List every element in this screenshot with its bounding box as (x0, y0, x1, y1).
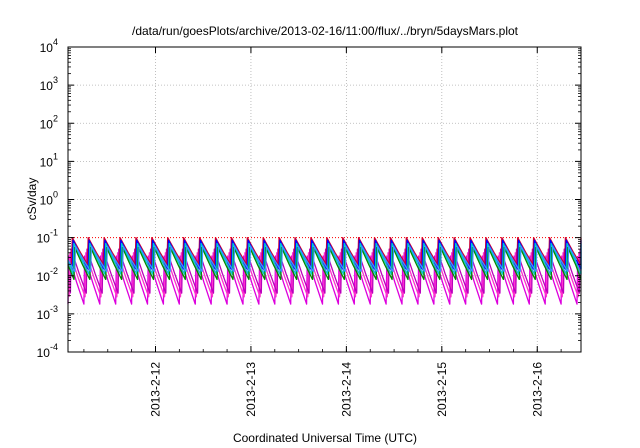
y-tick-label: 101 (40, 151, 58, 169)
y-tick-label: 10-1 (37, 228, 58, 246)
y-tick-exponent: -2 (50, 266, 58, 276)
x-tick-label: 2013-2-16 (530, 362, 544, 417)
series-line-2 (69, 248, 581, 294)
plot-frame (67, 46, 582, 353)
y-tick-exponent: 0 (53, 190, 58, 200)
y-tick-label: 102 (40, 113, 58, 131)
y-tick-label: 104 (40, 37, 58, 55)
y-tick-label: 10-4 (37, 342, 58, 360)
y-tick-exponent: -1 (50, 228, 58, 238)
series-line-1 (68, 252, 580, 298)
y-tick-base: 10 (40, 79, 54, 93)
y-tick-exponent: 2 (53, 113, 58, 123)
y-tick-exponent: -3 (50, 304, 58, 314)
y-tick-base: 10 (40, 194, 54, 208)
series-line-7 (67, 245, 578, 273)
y-tick-label: 103 (40, 75, 58, 93)
y-tick-base: 10 (40, 117, 54, 131)
series-group (67, 236, 582, 305)
y-tick-label: 10-2 (37, 266, 58, 284)
y-tick-base: 10 (40, 155, 54, 169)
y-tick-base: 10 (37, 346, 51, 360)
x-tick-label: 2013-2-15 (435, 362, 449, 417)
y-tick-base: 10 (37, 308, 51, 322)
y-tick-base: 10 (40, 41, 54, 55)
series-line-3 (70, 236, 582, 265)
grid-lines (68, 47, 581, 352)
y-tick-exponent: 4 (53, 37, 58, 47)
y-tick-base: 10 (37, 232, 51, 246)
y-tick-label: 100 (40, 190, 58, 208)
chart-title: /data/run/goesPlots/archive/2013-02-16/1… (132, 24, 519, 38)
series-line-0 (67, 255, 579, 305)
x-tick-label: 2013-2-13 (244, 362, 258, 417)
y-axis-label: cSv/day (25, 178, 39, 221)
y-tick-exponent: 3 (53, 75, 58, 85)
x-axis-label: Coordinated Universal Time (UTC) (233, 431, 417, 445)
y-tick-exponent: -4 (50, 342, 58, 352)
y-tick-base: 10 (37, 270, 51, 284)
x-axis-ticks: 2013-2-12 2013-2-13 2013-2-14 2013-2-15 2013… (83, 47, 562, 417)
y-tick-label: 10-3 (37, 304, 58, 322)
y-tick-exponent: 1 (53, 151, 58, 161)
x-tick-label: 2013-2-14 (339, 362, 353, 417)
x-tick-label: 2013-2-12 (148, 362, 162, 417)
